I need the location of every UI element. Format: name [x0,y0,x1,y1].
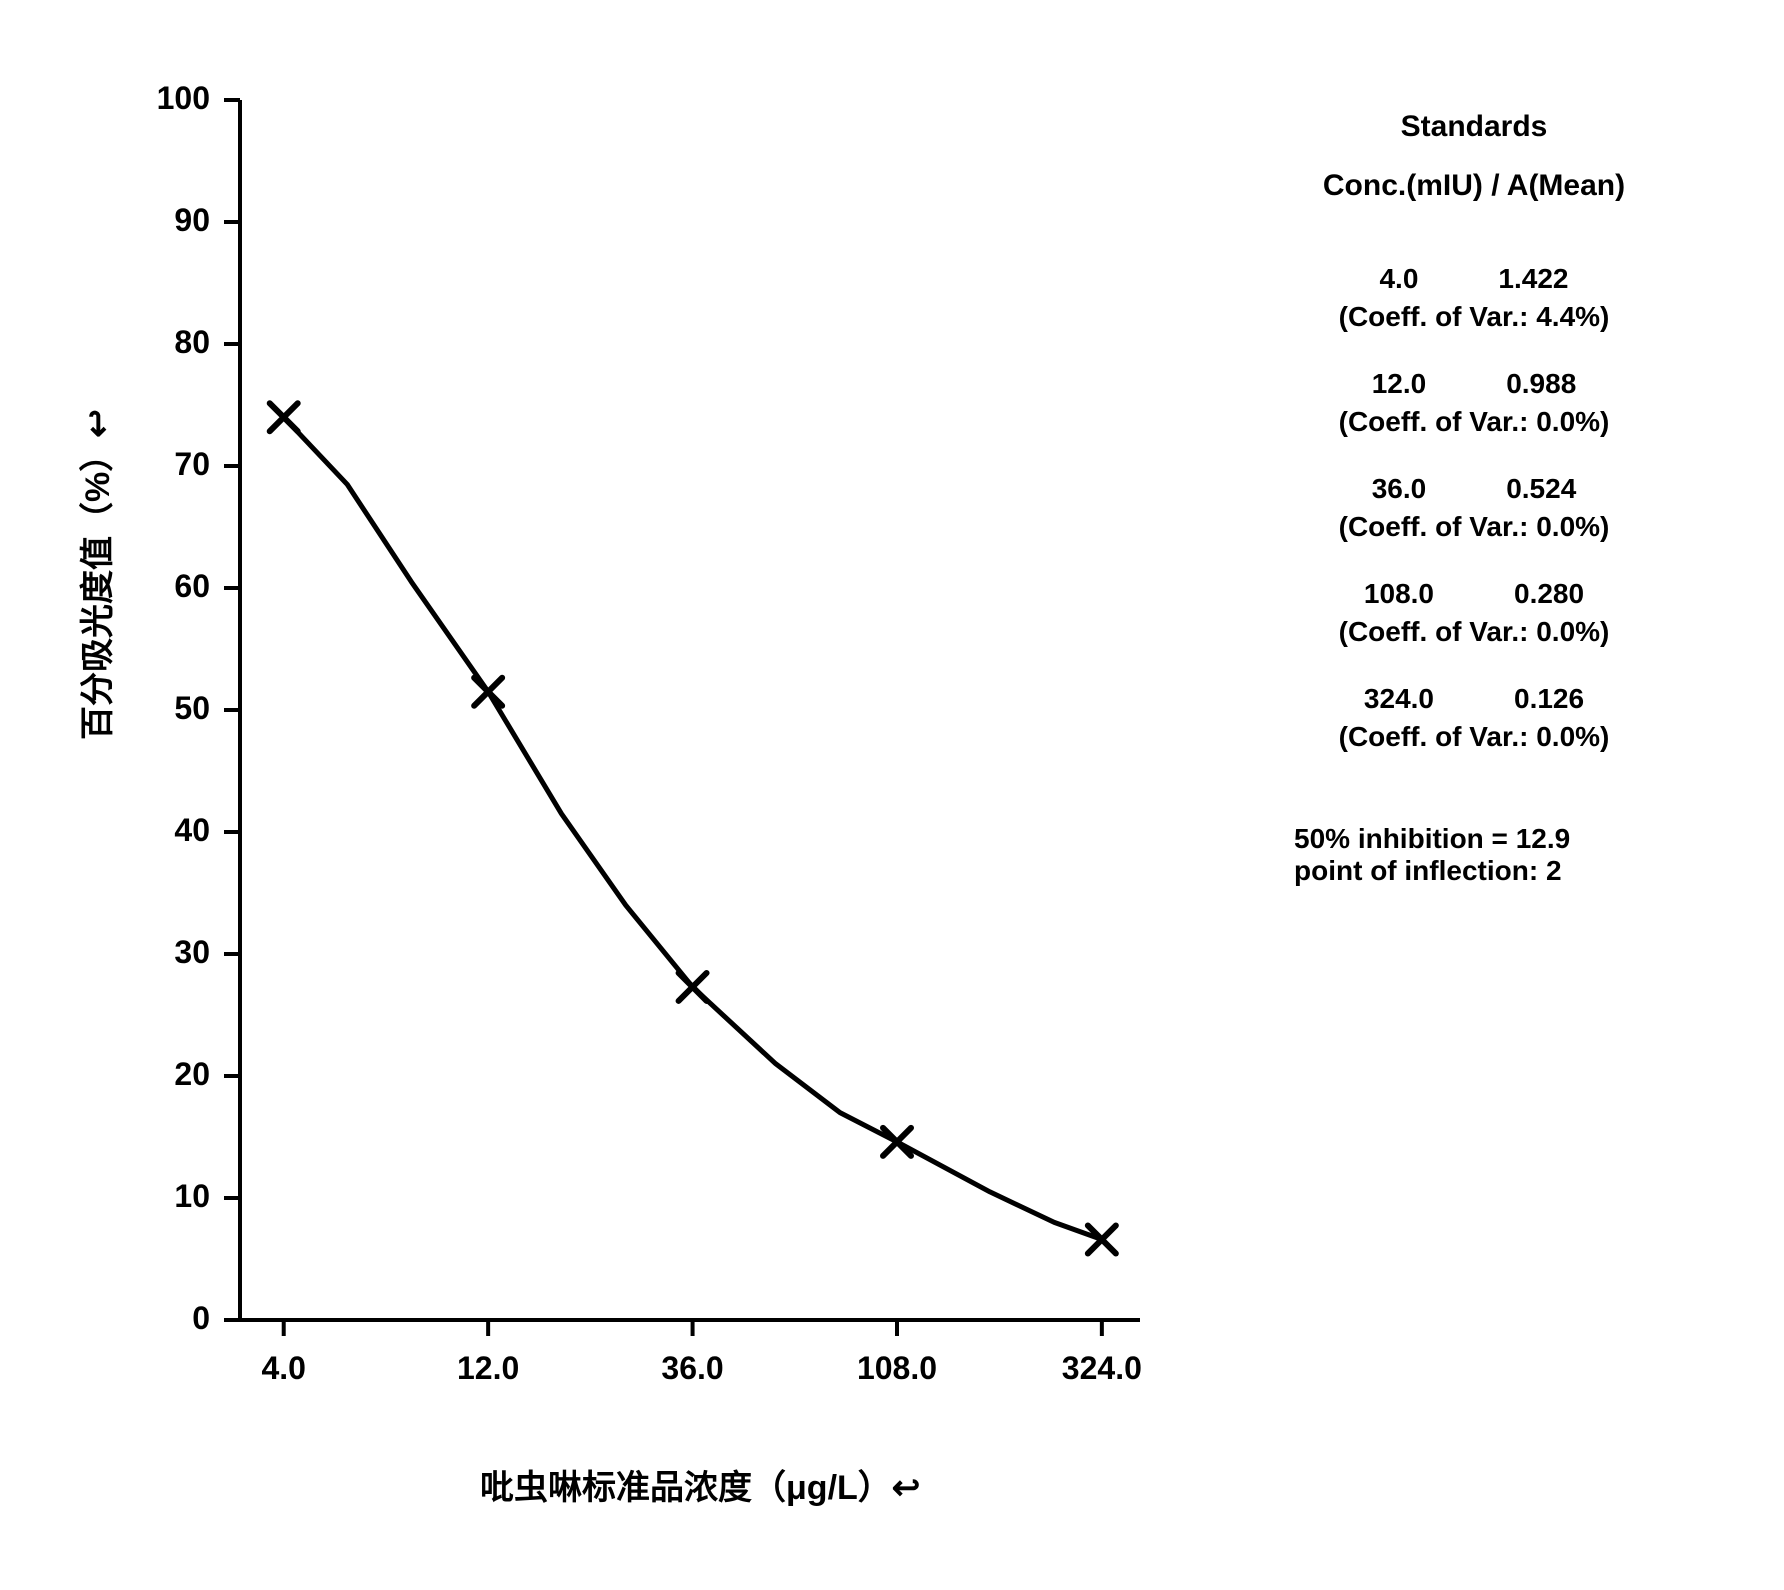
x-tick-label: 324.0 [1052,1350,1152,1387]
y-tick-label: 50 [150,690,210,727]
standards-cv: (Coeff. of Var.: 0.0%) [1264,511,1684,543]
y-tick-label: 10 [150,1178,210,1215]
x-tick-label: 12.0 [438,1350,538,1387]
standards-conc: 108.0 [1364,578,1434,610]
y-tick-label: 90 [150,202,210,239]
standards-inflection: point of inflection: 2 [1294,855,1684,887]
standards-row: 12.0 0.988 (Coeff. of Var.: 0.0%) [1264,368,1684,438]
x-tick-label: 4.0 [234,1350,334,1387]
y-axis-label-text: 百分吸光度值（%）↩ [79,409,117,740]
standards-row: 324.0 0.126 (Coeff. of Var.: 0.0%) [1264,683,1684,753]
x-axis-label-text: 吡虫啉标准品浓度（μg/L）↩ [480,1469,920,1507]
standards-amean: 0.524 [1506,473,1576,505]
standards-values: 108.0 0.280 [1264,578,1684,610]
standards-amean: 0.126 [1514,683,1584,715]
standards-rows: 4.0 1.422 (Coeff. of Var.: 4.4%) 12.0 0.988 (… [1264,263,1684,753]
x-tick-label: 36.0 [643,1350,743,1387]
standards-footer: 50% inhibition = 12.9 point of inflectio… [1264,823,1684,887]
standards-row: 108.0 0.280 (Coeff. of Var.: 0.0%) [1264,578,1684,648]
standards-amean: 0.988 [1506,368,1576,400]
y-tick-label: 20 [150,1056,210,1093]
standards-values: 4.0 1.422 [1264,263,1684,295]
standards-cv: (Coeff. of Var.: 0.0%) [1264,616,1684,648]
y-tick-label: 0 [150,1300,210,1337]
standards-conc: 4.0 [1379,263,1418,295]
y-tick-label: 100 [130,80,210,117]
chart-plot-area [220,90,1160,1395]
standards-conc: 36.0 [1372,473,1427,505]
standards-amean: 1.422 [1498,263,1568,295]
standards-cv: (Coeff. of Var.: 0.0%) [1264,721,1684,753]
y-tick-label: 80 [150,324,210,361]
chart-svg [220,90,1160,1390]
x-tick-label: 108.0 [847,1350,947,1387]
standards-row: 36.0 0.524 (Coeff. of Var.: 0.0%) [1264,473,1684,543]
standards-conc: 324.0 [1364,683,1434,715]
y-tick-label: 70 [150,446,210,483]
y-axis-label: 百分吸光度值（%）↩ [70,409,119,740]
standards-cv: (Coeff. of Var.: 4.4%) [1264,301,1684,333]
standards-title: Standards [1264,110,1684,144]
standards-amean: 0.280 [1514,578,1584,610]
standards-values: 324.0 0.126 [1264,683,1684,715]
standards-values: 12.0 0.988 [1264,368,1684,400]
standards-cv: (Coeff. of Var.: 0.0%) [1264,406,1684,438]
standards-subtitle: Conc.(mIU) / A(Mean) [1264,169,1684,203]
standards-row: 4.0 1.422 (Coeff. of Var.: 4.4%) [1264,263,1684,333]
y-tick-label: 30 [150,934,210,971]
standards-conc: 12.0 [1372,368,1427,400]
y-tick-label: 40 [150,812,210,849]
standards-panel: Standards Conc.(mIU) / A(Mean) 4.0 1.422 (… [1264,110,1684,887]
standards-values: 36.0 0.524 [1264,473,1684,505]
chart-container: 百分吸光度值（%）↩ 吡虫啉标准品浓度（μg/L）↩ 0 10 20 30 40 50 60… [40,40,1784,1550]
y-tick-label: 60 [150,568,210,605]
x-axis-label: 吡虫啉标准品浓度（μg/L）↩ [480,1460,920,1509]
standards-inhibition: 50% inhibition = 12.9 [1294,823,1684,855]
